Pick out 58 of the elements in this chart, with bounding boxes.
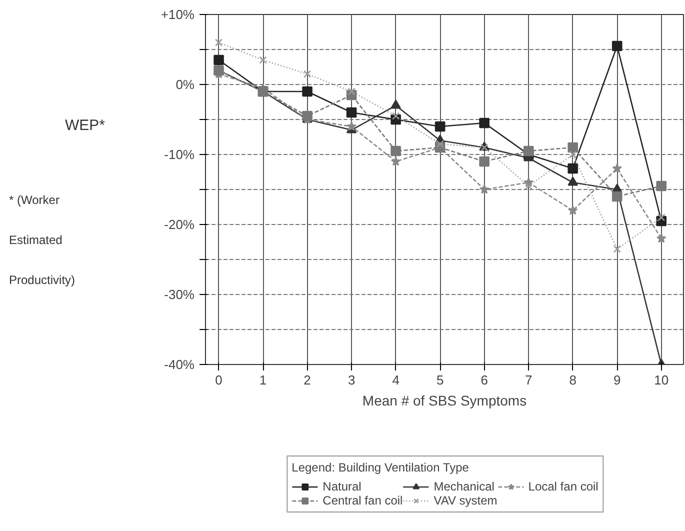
point (479, 118, 490, 128)
legend-label: VAV system (434, 494, 498, 508)
point (303, 70, 312, 78)
x-tick-label: 8 (569, 372, 576, 388)
point (658, 214, 666, 222)
point (656, 233, 666, 243)
point (390, 156, 401, 166)
point (390, 146, 401, 156)
x-axis-title: Mean # of SBS Symptoms (362, 392, 527, 408)
text: * (Worker Estimated Productivity) (9, 193, 76, 287)
x-tick-label: 1 (259, 372, 267, 388)
x-tick-label: 10 (654, 372, 669, 388)
legend-title: Legend: Building Ventilation Type (292, 460, 470, 474)
y-axis-title: WEP* (65, 116, 106, 136)
point (436, 140, 444, 148)
point (214, 38, 223, 46)
point (612, 40, 622, 52)
legend-label: Natural (322, 480, 362, 494)
point (479, 184, 490, 194)
point (523, 146, 534, 156)
x-tick-label: 2 (304, 372, 311, 388)
point (346, 107, 357, 118)
point (259, 56, 267, 64)
point (656, 180, 667, 192)
point (434, 121, 446, 132)
point (302, 86, 312, 97)
x-tick-label: 9 (613, 372, 621, 388)
point (568, 176, 578, 186)
legend-label: Central fan coil (322, 494, 403, 508)
x-tick-label: 0 (215, 372, 222, 388)
point (392, 112, 400, 120)
x-tick-label: 3 (348, 372, 356, 388)
x-tick-label: 5 (436, 372, 444, 388)
point (348, 88, 356, 96)
y-tick-label: -40% (164, 357, 195, 372)
point (568, 205, 578, 215)
y-tick-label: -10% (164, 147, 195, 162)
legend-label: Mechanical (434, 480, 494, 494)
point (390, 100, 401, 109)
point (613, 245, 621, 253)
y-tick-label: -20% (164, 217, 195, 232)
x-tick-label: 6 (480, 372, 488, 388)
point (214, 54, 224, 66)
y-tick-label: 0% (176, 77, 195, 92)
x-tick-label: 7 (524, 372, 532, 388)
point (568, 142, 578, 153)
y-tick-label: +10% (160, 7, 195, 22)
point (524, 182, 532, 190)
point (479, 156, 490, 167)
point (568, 163, 578, 174)
point (569, 150, 577, 158)
point (612, 191, 622, 202)
y-tick-label: -30% (164, 287, 195, 302)
point (302, 110, 312, 122)
point (612, 163, 622, 173)
x-tick-label: 4 (392, 372, 400, 388)
point (346, 121, 356, 131)
legend-label: Local fan coil (528, 480, 598, 494)
